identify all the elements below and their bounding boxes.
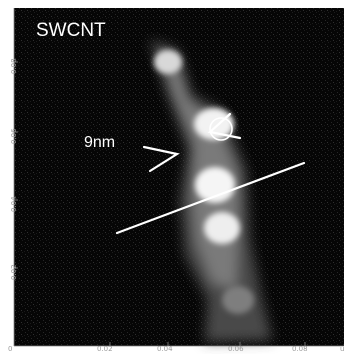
annotation-markup [115,112,306,235]
measure-bracket-right [207,112,242,140]
x-unit-label: u [340,345,345,353]
x-tick-label: 0.06 [228,345,244,353]
x-tick-label: 0.08 [292,345,308,353]
cross-section-line [115,161,306,235]
axis-ticks [14,61,306,346]
y-tick-label: 0.06 [10,128,18,144]
bright-spots [154,50,254,314]
measure-bracket-left [142,145,180,173]
axis-frame [13,8,344,347]
x-tick-label: 0.02 [97,345,113,353]
y-tick-label: 0.02 [10,264,18,280]
origin-label: 0 [8,345,13,353]
x-tick-label: 0.04 [157,345,173,353]
measurement-label: 9nm [84,134,116,151]
y-tick-label: 0.04 [10,196,18,212]
measure-circle [209,117,233,141]
y-tick-label: 0.08 [10,58,18,74]
image-title: SWCNT [36,20,106,41]
